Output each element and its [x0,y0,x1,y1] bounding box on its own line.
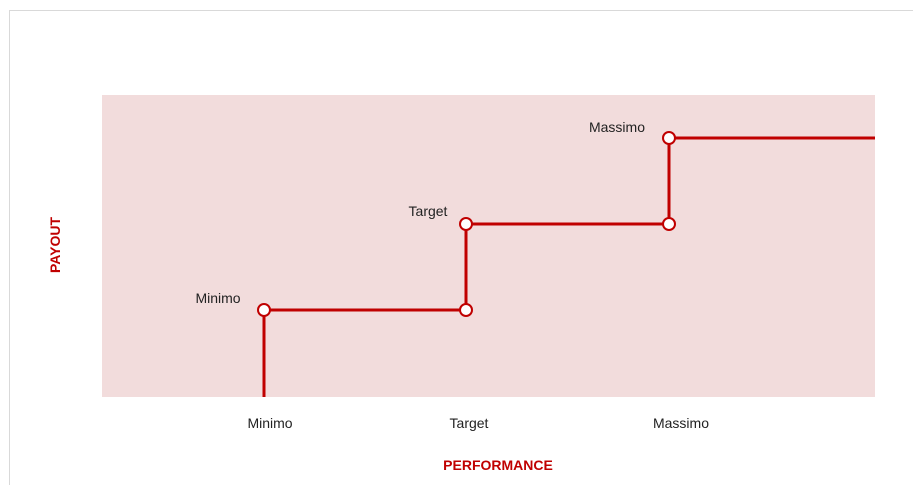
point [662,217,676,231]
x-label: Minimo [247,415,292,431]
x-axis-title: PERFORMANCE [443,457,553,473]
point [257,303,271,317]
y-axis-title: PAYOUT [47,217,63,273]
point [662,131,676,145]
point-label: Massimo [589,119,645,135]
point-label: Target [409,203,448,219]
point [459,303,473,317]
x-label: Massimo [653,415,709,431]
points [257,131,676,317]
point-label: Minimo [195,290,240,306]
frame [9,10,913,485]
x-label: Target [450,415,489,431]
point [459,217,473,231]
plot-area [102,95,875,397]
